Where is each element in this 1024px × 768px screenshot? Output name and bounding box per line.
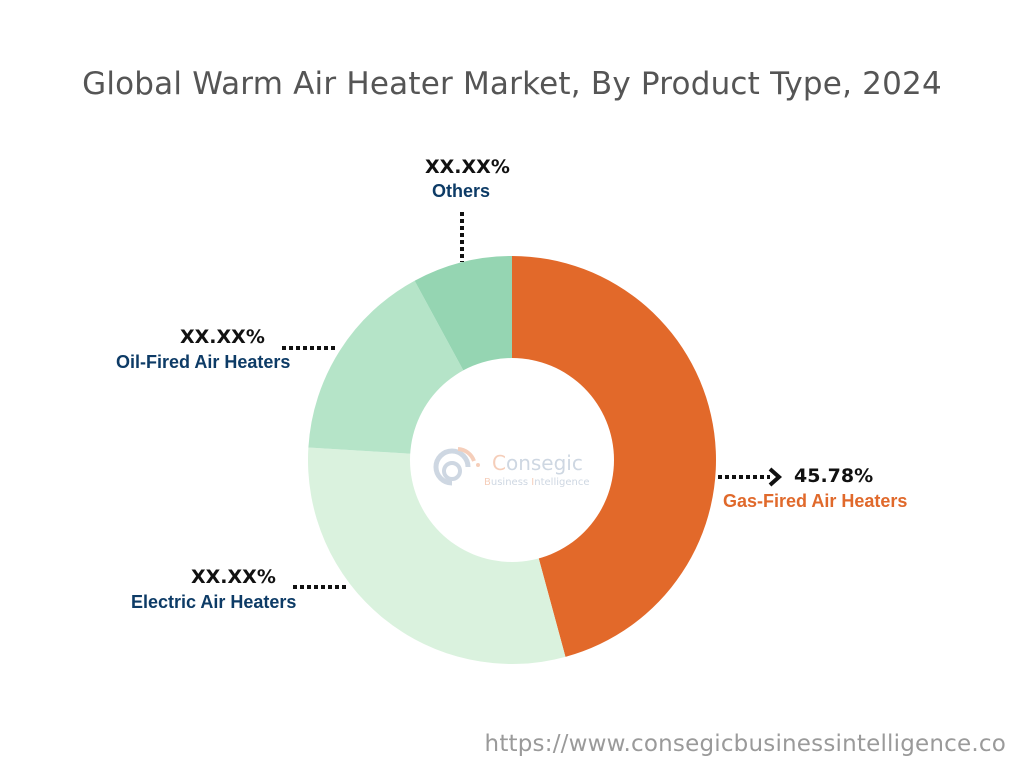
wm-b: B: [484, 477, 491, 488]
chart-title: Global Warm Air Heater Market, By Produc…: [82, 66, 942, 102]
gas-fired-label: Gas-Fired Air Heaters: [723, 491, 908, 511]
gas-fired-percent: 45.78%: [794, 465, 874, 487]
wm-t2: ntelligence: [534, 477, 590, 488]
electric-label: Electric Air Heaters: [131, 592, 297, 612]
others-percent: XX.XX%: [425, 156, 510, 178]
watermark-rest: onsegic: [505, 451, 583, 475]
oil-fired-percent: XX.XX%: [180, 326, 265, 348]
source-url: https://www.consegicbusinessintelligence…: [484, 731, 1006, 757]
oil-fired-label: Oil-Fired Air Heaters: [116, 352, 291, 372]
wm-t1: usiness: [490, 477, 532, 488]
others-label: Others: [432, 181, 491, 201]
consegic-logo-icon: [433, 447, 480, 486]
wm-i: I: [531, 477, 535, 488]
arrow-head-icon: [768, 467, 783, 487]
watermark-name: Consegic: [492, 451, 583, 475]
watermark-subtitle: Business Intelligence: [484, 477, 589, 488]
watermark-logo: Consegic Business Intelligence: [430, 443, 600, 493]
watermark-initial: C: [492, 451, 506, 475]
slice-gas-fired-air-heaters: [512, 256, 717, 657]
electric-percent: XX.XX%: [191, 566, 276, 588]
donut-hole: [410, 358, 614, 562]
